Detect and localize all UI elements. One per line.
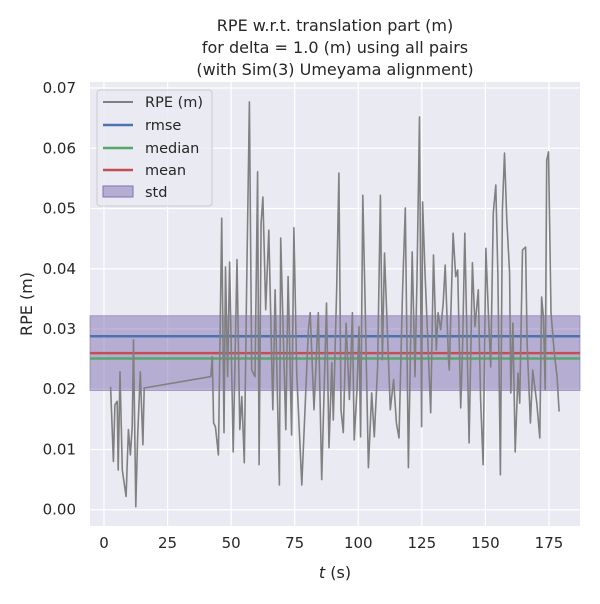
x-axis-label: t (s): [319, 563, 351, 582]
x-axis-label-symbol: t: [319, 563, 326, 582]
x-tick-label: 100: [344, 534, 373, 552]
x-tick-label: 25: [158, 534, 177, 552]
x-tick-label: 75: [285, 534, 304, 552]
y-tick-label: 0.03: [43, 320, 76, 338]
legend-label-rpe: RPE (m): [145, 95, 203, 111]
y-tick-label: 0.07: [43, 79, 76, 97]
x-tick-label: 125: [408, 534, 437, 552]
legend-swatch-std: [102, 185, 134, 198]
x-tick-label: 0: [99, 534, 109, 552]
rpe-series-line: [109, 101, 560, 508]
x-tick-label: 175: [535, 534, 564, 552]
y-tick-label: 0.04: [43, 260, 76, 278]
chart-title-line-3: (with Sim(3) Umeyama alignment): [196, 60, 473, 79]
x-tick-label: 150: [471, 534, 500, 552]
y-tick-label: 0.00: [43, 501, 76, 519]
legend-label-std: std: [145, 185, 167, 201]
x-axis-label-unit: (s): [330, 563, 351, 582]
chart-title-line-2: for delta = 1.0 (m) using all pairs: [202, 38, 468, 57]
legend-label-median: median: [145, 141, 199, 157]
x-axis-ticks: 0 25 50 75 100 125 150 175: [99, 534, 563, 552]
y-tick-label: 0.06: [43, 139, 76, 157]
x-tick-label: 50: [222, 534, 241, 552]
legend-label-mean: mean: [145, 163, 186, 179]
chart-title-line-1: RPE w.r.t. translation part (m): [217, 16, 453, 35]
legend-label-rmse: rmse: [145, 118, 181, 134]
y-tick-label: 0.02: [43, 380, 76, 398]
y-axis-label: RPE (m): [17, 272, 36, 336]
y-axis-ticks: 0.00 0.01 0.02 0.03 0.04 0.05 0.06 0.07: [43, 79, 76, 519]
y-tick-label: 0.05: [43, 200, 76, 218]
legend: RPE (m) rmse median mean std: [96, 89, 213, 207]
y-tick-label: 0.01: [43, 440, 76, 458]
